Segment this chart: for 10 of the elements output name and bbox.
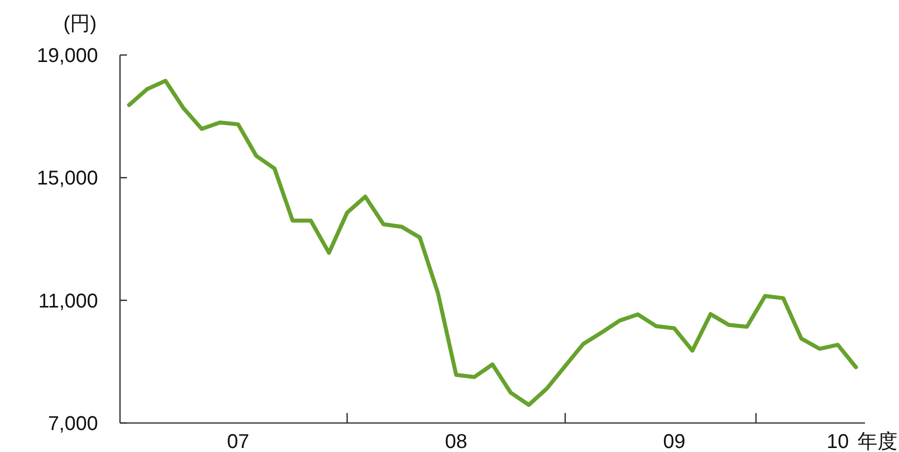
y-axis-title: (円) xyxy=(63,13,97,35)
y-tick-label: 15,000 xyxy=(36,168,98,190)
y-tick-label: 7,000 xyxy=(48,413,98,435)
x-tick-label: 10 xyxy=(826,431,849,452)
y-tick-label: 19,000 xyxy=(36,45,98,67)
x-axis-title: 年度 xyxy=(858,431,898,452)
x-tick-label: 09 xyxy=(663,431,686,452)
x-tick-label: 08 xyxy=(445,431,468,452)
x-tick-label: 07 xyxy=(226,431,250,452)
y-tick-label: 11,000 xyxy=(38,290,98,312)
